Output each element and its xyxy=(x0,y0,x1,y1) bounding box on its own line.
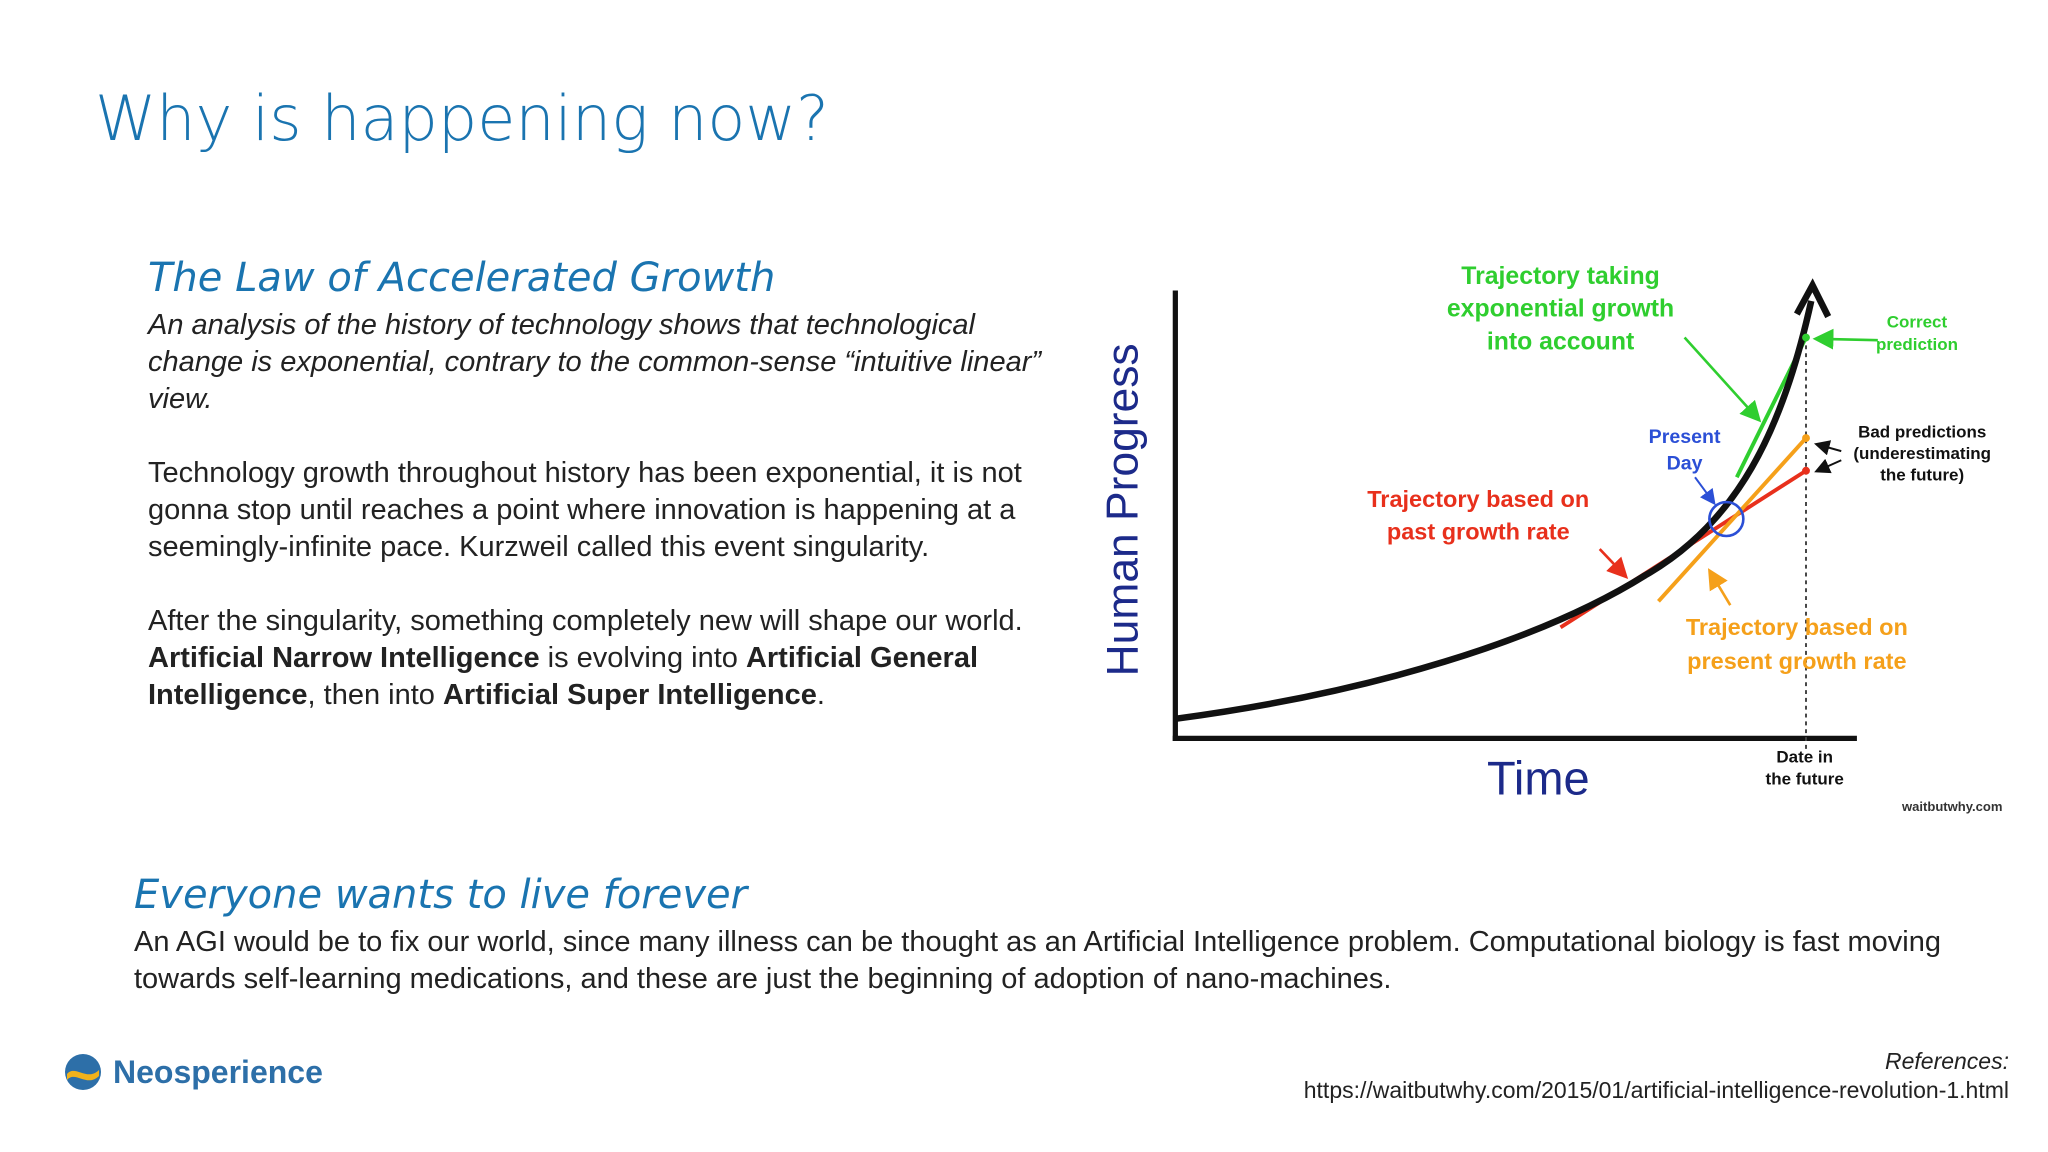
text-run: . xyxy=(816,679,825,711)
paragraph: An analysis of the history of technology… xyxy=(148,307,1068,418)
diagram: Human Progress Time Trajectory taking exp… xyxy=(1098,263,2003,814)
paragraph: Technology growth throughout history has… xyxy=(148,455,1068,566)
diagram-label: Bad predictions xyxy=(1858,422,1986,441)
diagram-label: present growth rate xyxy=(1687,648,1906,674)
diagram-source: waitbutwhy.com xyxy=(1901,799,2003,814)
text-run: , then into xyxy=(307,679,443,711)
arrow xyxy=(1813,440,1842,456)
dot xyxy=(1802,434,1810,442)
dot xyxy=(1802,466,1810,475)
x-axis-label: Time xyxy=(1487,752,1590,805)
text-run: Artificial Super Intelligence xyxy=(442,679,817,711)
text-run: Artificial Narrow Intelligence xyxy=(148,642,540,674)
text-run: Technology growth throughout history has… xyxy=(148,457,1022,563)
diagram-label: the future) xyxy=(1880,465,1964,484)
arrow xyxy=(1812,328,1878,350)
logo-text: Neosperience xyxy=(113,1053,323,1090)
text-run: Artificial General Intelligence xyxy=(148,642,979,711)
arrow xyxy=(1598,548,1629,579)
y-axis-label: Human Progress xyxy=(1098,343,1147,676)
paragraph: Artificial Narrow Intelligence is evolvi… xyxy=(148,640,1068,714)
arrow xyxy=(1683,336,1762,423)
progress-curve xyxy=(1174,300,1815,723)
diagram-label: Trajectory based on xyxy=(1367,486,1589,512)
references-url: https://waitbutwhy.com/2015/01/artificia… xyxy=(1303,1077,2009,1103)
section: Everyone wants to live forever An AGI wou… xyxy=(134,872,1954,998)
diagram-label: Correct xyxy=(1887,313,1948,332)
diagram-label: exponential growth xyxy=(1447,296,1674,323)
dot xyxy=(1802,333,1810,342)
arrow-head xyxy=(1793,278,1832,319)
diagram-label: Present xyxy=(1649,426,1721,448)
text-run: An analysis of the history of technology… xyxy=(148,309,1042,415)
arrow xyxy=(1707,568,1732,606)
diagram-label: into account xyxy=(1487,328,1634,355)
section-heading: The Law of Accelerated Growth xyxy=(148,255,776,301)
paragraph: After the singularity, something complet… xyxy=(148,603,1068,640)
diagram-label: Trajectory based on xyxy=(1686,614,1908,640)
logo: Neosperience xyxy=(63,1052,323,1092)
section-heading: Everyone wants to live forever xyxy=(134,872,748,918)
text-run: After the singularity, something complet… xyxy=(148,605,1023,637)
arrow xyxy=(1814,458,1842,474)
diagram-label: past growth rate xyxy=(1387,519,1570,545)
diagram-label: prediction xyxy=(1876,335,1958,354)
diagram-label: Date in xyxy=(1776,747,1833,766)
diagram-label: Day xyxy=(1667,452,1703,474)
arrow xyxy=(1694,476,1716,506)
present-trajectory xyxy=(1657,436,1808,603)
text-run: An AGI would be to fix our world, since … xyxy=(134,926,1942,995)
section: The Law of Accelerated Growth An analysis… xyxy=(148,255,1068,714)
text-run: is evolving into xyxy=(539,642,746,674)
paragraph: An AGI would be to fix our world, since … xyxy=(134,924,1954,998)
diagram-label: Trajectory taking xyxy=(1461,263,1659,290)
diagram-label: the future xyxy=(1766,770,1844,789)
logo-icon xyxy=(65,1054,101,1090)
slide-title: Why is happening now? xyxy=(95,82,829,155)
diagram-label: (underestimating xyxy=(1853,444,1991,463)
references: References: https://waitbutwhy.com/2015/… xyxy=(1304,1047,2009,1105)
references-label: References: xyxy=(1884,1048,2009,1074)
present-circle xyxy=(1708,500,1745,538)
